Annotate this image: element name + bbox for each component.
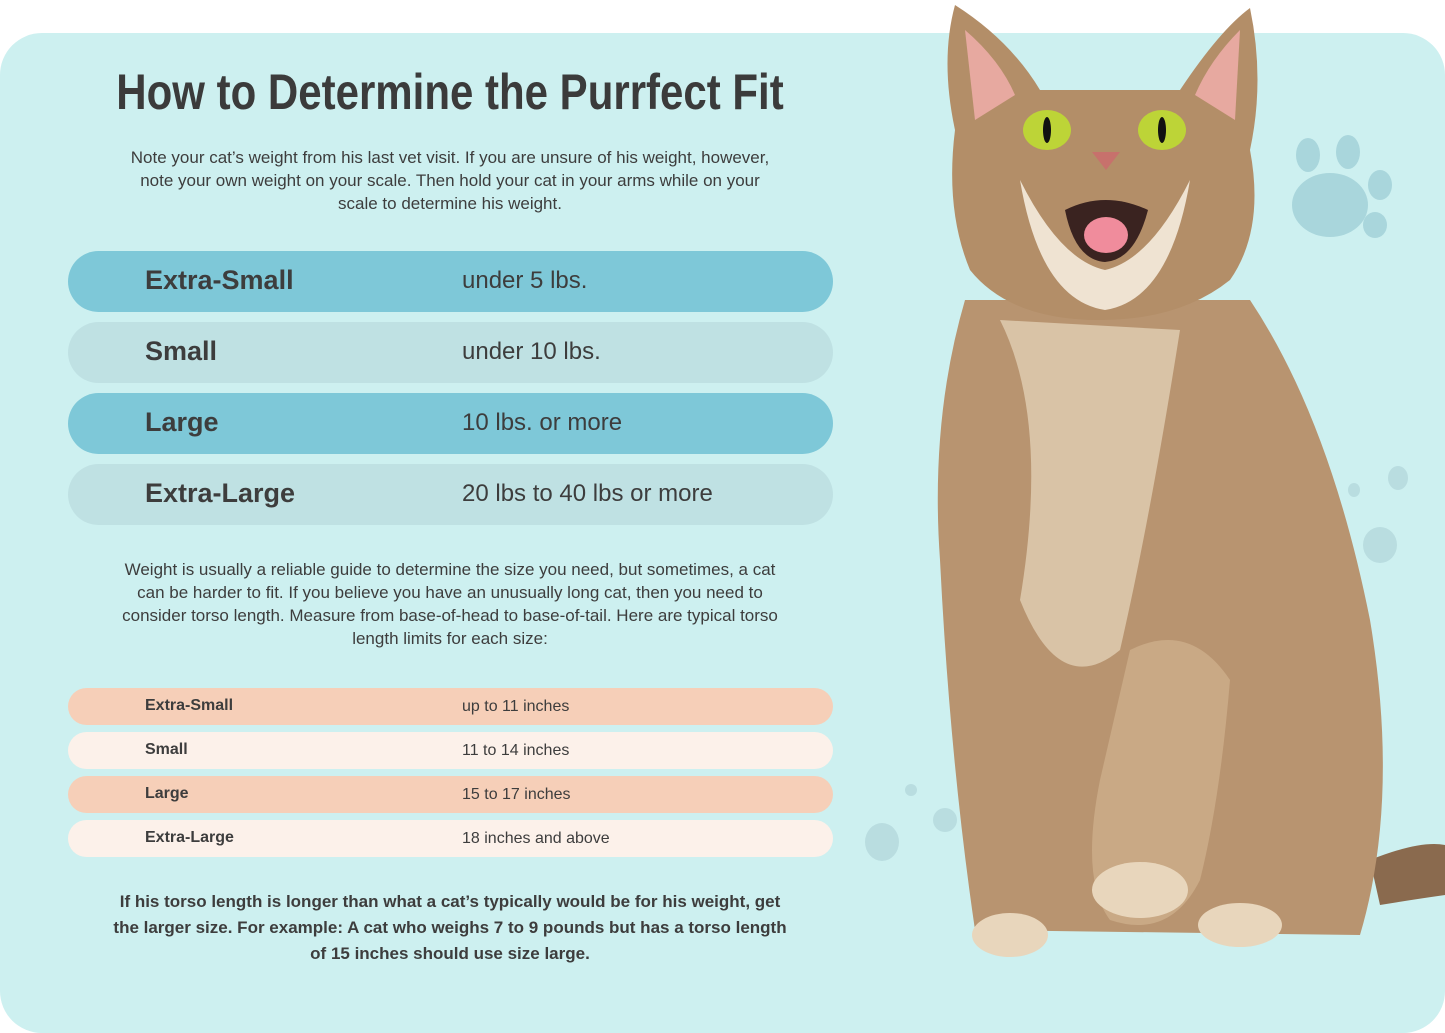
- weight-row-extra-small: Extra-Small under 5 lbs.: [68, 251, 833, 312]
- torso-intro-line: consider torso length. Measure from base…: [122, 606, 778, 625]
- length-value: 15 to 17 inches: [462, 786, 571, 803]
- weight-value: 10 lbs. or more: [462, 409, 623, 436]
- torso-intro-line: length limits for each size:: [352, 629, 548, 648]
- note-line: of 15 inches should use size large.: [310, 944, 590, 963]
- torso-row-extra-large: Extra-Large 18 inches and above: [68, 820, 833, 857]
- page-title: How to Determine the Purrfect Fit: [116, 64, 784, 120]
- length-value: 18 inches and above: [462, 830, 610, 847]
- size-label: Large: [145, 785, 189, 802]
- size-label: Extra-Small: [145, 697, 234, 714]
- torso-row-extra-small: Extra-Small up to 11 inches: [68, 688, 833, 725]
- torso-row-large: Large 15 to 17 inches: [68, 776, 833, 813]
- torso-row-small: Small 11 to 14 inches: [68, 732, 833, 769]
- weight-value: 20 lbs to 40 lbs or more: [462, 480, 713, 507]
- length-value: up to 11 inches: [462, 698, 570, 715]
- intro-line: scale to determine his weight.: [338, 194, 562, 213]
- size-label: Extra-Large: [145, 478, 296, 508]
- size-label: Large: [145, 407, 219, 437]
- intro-line: note your own weight on your scale. Then…: [140, 171, 760, 190]
- note-text: If his torso length is longer than what …: [30, 889, 870, 967]
- weight-value: under 10 lbs.: [462, 338, 601, 365]
- tabby-cat-photo: [865, 5, 1445, 957]
- intro-line: Note your cat’s weight from his last vet…: [130, 148, 770, 167]
- intro-text: Note your cat’s weight from his last vet…: [30, 146, 870, 215]
- size-label: Small: [145, 741, 188, 758]
- torso-intro-line: can be harder to fit. If you believe you…: [137, 583, 763, 602]
- torso-intro-line: Weight is usually a reliable guide to de…: [124, 560, 776, 579]
- torso-intro-text: Weight is usually a reliable guide to de…: [30, 558, 870, 650]
- weight-value: under 5 lbs.: [462, 267, 588, 294]
- paw-print-trail: [865, 466, 1408, 861]
- weight-row-small: Small under 10 lbs.: [68, 322, 833, 383]
- length-value: 11 to 14 inches: [462, 742, 570, 759]
- note-line: the larger size. For example: A cat who …: [113, 918, 787, 937]
- note-line: If his torso length is longer than what …: [119, 892, 781, 911]
- size-label: Small: [145, 336, 218, 366]
- paw-print-icon: [1292, 135, 1392, 238]
- weight-row-large: Large 10 lbs. or more: [68, 393, 833, 454]
- size-label: Extra-Large: [145, 829, 234, 846]
- size-label: Extra-Small: [145, 265, 294, 295]
- weight-row-extra-large: Extra-Large 20 lbs to 40 lbs or more: [68, 464, 833, 525]
